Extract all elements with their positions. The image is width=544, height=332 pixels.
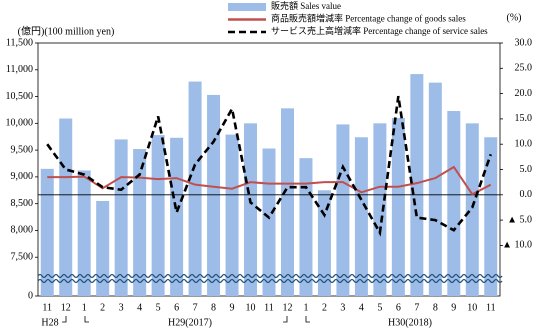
x-tick-label: 11 [264,302,274,313]
y-tick-label: 11,500 [6,37,33,48]
period-label: H29(2017) [168,317,212,328]
period-label: H28 [41,317,58,328]
x-tick-label: 3 [340,302,345,313]
bar [447,111,461,296]
bar [373,123,387,296]
x-tick-label: 11 [486,302,496,313]
x-tick-label: 7 [193,302,198,313]
bar [133,149,147,296]
legend-label: サービス売上高増減率 Percentage change of service … [271,25,488,36]
y2-tick-label: 15.0 [515,113,533,124]
x-tick-label: 11 [42,302,52,313]
bar [354,137,368,296]
x-tick-label: 2 [322,302,327,313]
bar [428,82,442,297]
x-tick-label: 8 [211,302,216,313]
x-tick-label: 5 [156,302,161,313]
bar [391,117,405,296]
x-tick-label: 12 [61,302,71,313]
legend-swatch [228,3,266,11]
bar [96,200,110,296]
x-tick-label: 10 [246,302,256,313]
bar [151,135,165,296]
x-tick-label: 7 [414,302,419,313]
y-tick-label: 9,000 [11,171,34,182]
bar [225,134,239,296]
y2-tick-label: 30.0 [515,37,533,48]
x-tick-label: 2 [100,302,105,313]
y2-tick-label: 25.0 [515,63,533,74]
y2-tick-label: ▲ 5.0 [507,214,532,225]
y-tick-label: 8,500 [11,198,34,209]
bar [59,118,73,296]
y2-tick-label: 5.0 [520,164,533,175]
y2-tick-label: ▲ 10.0 [502,240,532,251]
bar [40,168,54,296]
y2-axis-label: (%) [507,12,522,23]
y-axis-label: (億円)(100 million yen) [18,24,115,37]
x-tick-label: 1 [303,302,308,313]
period-brackets [62,316,310,323]
period-label: H30(2018) [388,317,432,328]
y2-tick-label: 20.0 [515,88,533,99]
x-tick-label: 9 [230,302,235,313]
y-tick-label: 10,500 [6,91,34,102]
x-tick-label: 12 [282,302,292,313]
bar [280,108,294,297]
axis-break [37,273,503,279]
y2-tick-label: 0.0 [520,189,533,200]
line [47,165,492,196]
bar [465,123,479,296]
bar [244,123,258,296]
y-tick-label: 9,500 [11,144,34,155]
x-tick-label: 1 [82,302,87,313]
y-tick-label: 0 [28,290,33,301]
bar [484,137,498,296]
bar [410,74,424,296]
y2-tick-label: 10.0 [515,138,533,149]
x-tick-label: 9 [451,302,456,313]
legend-label: 商品販売額増減率 Percentage change of goods sale… [271,13,466,24]
bar [336,124,350,296]
bar [317,190,331,296]
x-tick-label: 6 [174,302,179,313]
x-tick-label: 4 [137,302,142,313]
x-tick-label: 4 [359,302,364,313]
y-tick-label: 10,000 [6,118,34,129]
legend-label: 販売額 Sales value [271,0,341,11]
x-tick-label: 6 [396,302,401,313]
y-tick-label: 11,000 [6,64,33,75]
dashed-line [46,95,492,237]
bar [188,81,202,296]
axis-break [37,278,503,284]
bar [170,137,184,296]
bar [114,139,128,296]
x-tick-label: 10 [467,302,477,313]
y-tick-label: 7,500 [11,252,34,263]
bar [207,94,221,297]
x-tick-label: 3 [119,302,124,313]
bar [262,148,276,296]
y-tick-label: 8,000 [11,225,34,236]
x-tick-label: 5 [377,302,382,313]
bar [77,170,91,296]
x-tick-label: 8 [433,302,438,313]
